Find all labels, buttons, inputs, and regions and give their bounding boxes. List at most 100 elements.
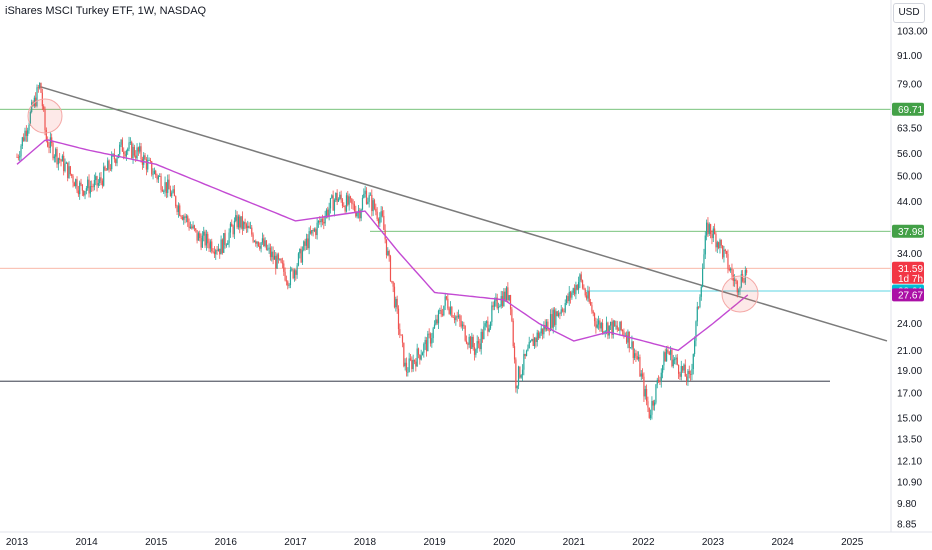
- trendline-layer: [39, 85, 888, 342]
- badge-last-price-value: 31.59: [898, 264, 923, 275]
- candle-body: [652, 401, 654, 406]
- candle-body: [473, 347, 476, 355]
- candle-body: [333, 200, 336, 211]
- candle-body: [613, 320, 616, 327]
- candle-body: [617, 329, 620, 331]
- candle-body: [718, 242, 720, 248]
- candle-body: [177, 205, 179, 213]
- candle-body: [380, 211, 382, 218]
- candle-body: [301, 250, 304, 263]
- candle-body: [468, 336, 470, 345]
- currency-button[interactable]: USD: [893, 3, 925, 23]
- price-axis[interactable]: 103.00 91.00 79.00 63.50 56.00 50.00 44.00 34.0…: [897, 26, 928, 530]
- candle-body: [399, 329, 401, 335]
- candle-body: [85, 188, 87, 192]
- candle-body: [195, 228, 197, 231]
- candle-body: [308, 231, 310, 249]
- time-axis[interactable]: 2013 2014 2015 2016 2017 2018 2019 2020 2021 2022…: [6, 537, 864, 548]
- candle-body: [171, 192, 173, 197]
- candle-body: [77, 190, 79, 195]
- candle-body: [83, 190, 85, 196]
- candle-body: [191, 226, 193, 229]
- candle-body: [557, 313, 560, 317]
- candle-body: [43, 106, 45, 110]
- candle-body: [556, 311, 558, 317]
- candle-body: [279, 258, 281, 260]
- badge-lower-bg: [892, 224, 924, 238]
- candle-body: [196, 230, 198, 241]
- candle-body: [248, 225, 250, 229]
- price-tick-label: 19.00: [897, 366, 922, 377]
- candle-body: [339, 194, 341, 199]
- candle-body: [136, 147, 138, 159]
- time-tick-label: 2015: [145, 537, 168, 548]
- candle-body: [337, 198, 340, 202]
- candle-body: [229, 223, 232, 233]
- candle-body: [268, 247, 270, 249]
- candle-body: [383, 215, 385, 230]
- candle-body: [312, 230, 314, 232]
- moving-average-line: [16, 139, 749, 352]
- candle-body: [411, 359, 413, 369]
- price-tick-label: 50.00: [897, 172, 922, 183]
- candle-body: [457, 315, 460, 318]
- candle-body: [391, 280, 393, 282]
- price-tick-label: 10.90: [897, 478, 922, 489]
- candle-body: [401, 335, 404, 343]
- price-tick-label: 103.00: [897, 26, 928, 37]
- candle-body: [27, 130, 29, 136]
- candle-body: [64, 163, 66, 172]
- candle-body: [496, 297, 498, 309]
- candle-body: [719, 239, 721, 248]
- candle-body: [459, 315, 461, 321]
- candle-body: [75, 179, 77, 187]
- candle-body: [479, 343, 481, 350]
- candle-body: [581, 280, 584, 288]
- candle-body: [600, 322, 602, 329]
- candle-body: [37, 87, 39, 89]
- candle-body: [423, 344, 425, 353]
- candle-body: [723, 249, 725, 258]
- candle-body: [89, 186, 91, 194]
- time-tick-label: 2018: [354, 537, 377, 548]
- candle-body: [52, 143, 54, 159]
- candle-body: [73, 182, 75, 187]
- candle-body: [465, 340, 468, 344]
- candle-body: [125, 151, 127, 157]
- candle-body: [687, 370, 689, 382]
- price-tick-label: 44.00: [897, 197, 922, 208]
- candle-body: [319, 220, 321, 223]
- candle-body: [702, 268, 704, 287]
- candle-body: [431, 338, 433, 344]
- candle-body: [87, 179, 89, 189]
- price-tick-label: 79.00: [897, 80, 922, 91]
- candle-body: [143, 155, 145, 165]
- candle-body: [746, 270, 748, 273]
- candle-body: [101, 180, 103, 186]
- candle-body: [240, 216, 242, 228]
- time-tick-label: 2025: [841, 537, 864, 548]
- candle-body: [508, 295, 510, 301]
- candle-body: [163, 191, 165, 193]
- candle-body: [599, 320, 601, 329]
- candle-body: [663, 352, 665, 366]
- candle-body: [81, 184, 83, 191]
- candle-body: [527, 348, 529, 351]
- candle-body: [469, 336, 472, 349]
- candle-body: [455, 316, 457, 321]
- candle-body: [300, 248, 302, 263]
- candle-body: [325, 209, 328, 216]
- candle-body: [373, 200, 376, 209]
- candle-body: [60, 159, 62, 162]
- candle-body: [511, 309, 513, 321]
- candle-body: [539, 333, 541, 339]
- candle-body: [740, 274, 742, 287]
- candle-body: [97, 182, 99, 186]
- candle-body: [559, 313, 561, 315]
- candle-body: [451, 306, 453, 317]
- candle-body: [25, 130, 27, 136]
- candle-body: [497, 306, 500, 309]
- candle-body: [632, 341, 634, 358]
- candle-body: [363, 193, 365, 198]
